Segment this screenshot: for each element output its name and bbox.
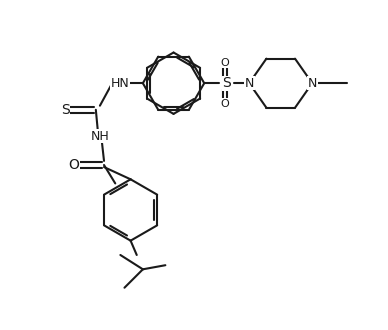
Text: N: N: [244, 77, 254, 90]
Text: S: S: [222, 76, 231, 90]
Text: O: O: [220, 58, 229, 68]
Text: N: N: [308, 77, 317, 90]
Text: N: N: [244, 77, 254, 90]
Text: NH: NH: [90, 130, 109, 143]
Text: O: O: [69, 158, 80, 172]
Text: S: S: [61, 103, 69, 117]
Text: HN: HN: [111, 77, 130, 90]
Text: O: O: [220, 99, 229, 109]
